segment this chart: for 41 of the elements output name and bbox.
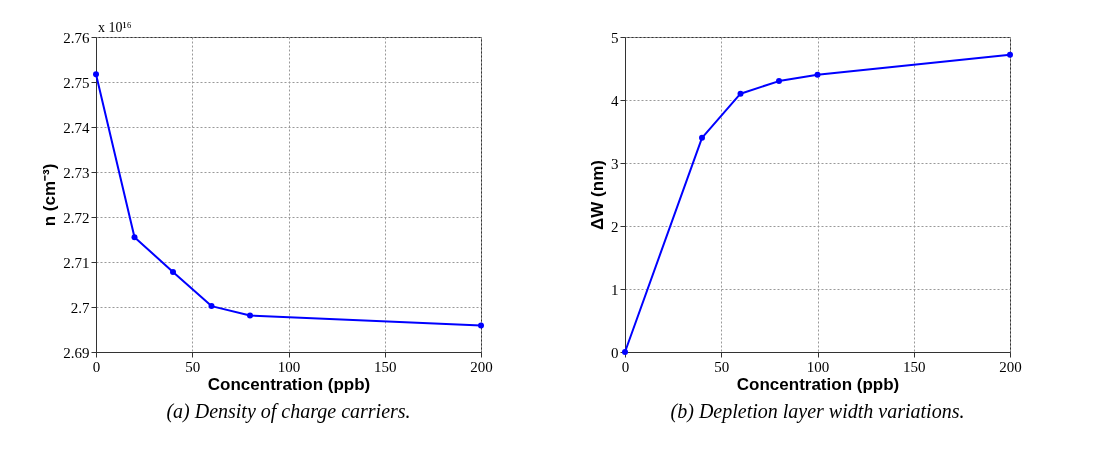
x-axis-title: Concentration (ppb) (207, 374, 371, 394)
y-tick-label: 1 (611, 281, 619, 298)
point (93, 71, 99, 78)
y-tick-label: 2.76 (63, 29, 90, 46)
point (208, 303, 215, 310)
x-tick-label: 200 (999, 358, 1022, 375)
point (699, 134, 705, 141)
x-axis-title: Concentration (ppb) (736, 374, 900, 394)
y-tick-label: 3 (611, 155, 619, 172)
y-tick-label: 2.72 (63, 209, 90, 226)
x-tick-label: 50 (714, 358, 730, 375)
y-tick-label: 2 (611, 218, 619, 235)
y-tick-label: 0 (611, 344, 619, 361)
point (737, 90, 744, 97)
y-tick-label: 2.69 (63, 344, 90, 361)
point (776, 78, 782, 85)
point (1007, 51, 1013, 58)
point (478, 322, 484, 329)
y-tick-label: 2.75 (63, 74, 90, 91)
x-tick-label: 150 (374, 358, 397, 375)
x-tick-label: 100 (806, 358, 830, 375)
text: (a) Density of charge carriers. (166, 400, 411, 423)
point (247, 312, 253, 319)
point (814, 71, 821, 78)
y-tick-label: 2.7 (70, 299, 90, 316)
y-tick-label: 5 (611, 29, 619, 46)
point (131, 234, 138, 241)
x-tick-label: 0 (92, 358, 101, 375)
y-tick-label: 2.74 (63, 119, 90, 136)
text: (b) Depletion layer width variations. (670, 400, 965, 423)
x-tick-label: 150 (903, 358, 926, 375)
y-tick-label: 4 (611, 92, 619, 109)
x-tick-label: 100 (277, 358, 301, 375)
y-tick-label: 2.71 (63, 254, 90, 271)
text: x 10¹⁶ (98, 20, 132, 35)
y-tick-label: 2.73 (63, 164, 90, 181)
y-axis-title: n (cm⁻³) (40, 163, 60, 227)
y-axis-title: ΔW (nm) (588, 160, 607, 230)
x-tick-label: 50 (185, 358, 201, 375)
x-tick-label: 200 (470, 358, 493, 375)
point (170, 268, 176, 275)
